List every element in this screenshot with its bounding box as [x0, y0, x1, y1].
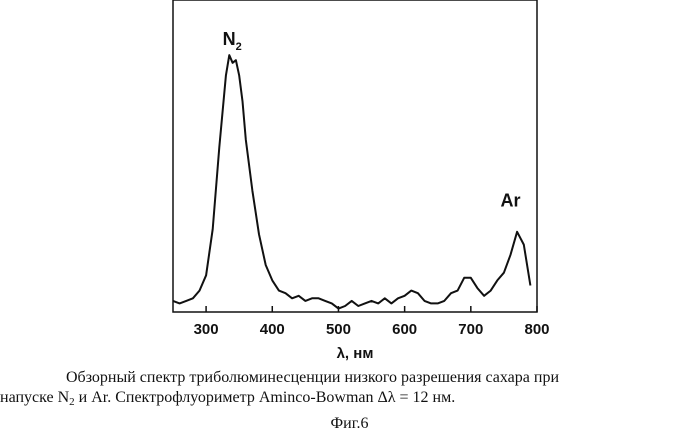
- x-tick-label-700: 700: [458, 321, 483, 338]
- caption-line2-pre: напуске N: [0, 389, 69, 406]
- annotation-0: N2: [223, 29, 242, 53]
- x-axis-ticks: [206, 306, 537, 312]
- figure-caption-line-1: Обзорный спектр триболюминесценции низко…: [0, 368, 699, 388]
- x-axis-title: λ, нм: [337, 345, 374, 362]
- peak-annotations: N2 Ar: [223, 29, 521, 210]
- x-tick-label-300: 300: [194, 321, 219, 338]
- figure-caption-line-2: напуске N2 и Ar. Спектрофлуориметр Aminc…: [0, 388, 699, 412]
- x-axis-tick-labels: 300 400 500 600 700 800: [194, 321, 550, 338]
- annotation-1: Ar: [501, 190, 521, 210]
- annotation-0-sub: 2: [236, 41, 242, 53]
- caption-line2-post: и Ar. Спектрофлуориметр Aminco-Bowman Δλ…: [75, 389, 456, 406]
- x-tick-label-500: 500: [326, 321, 351, 338]
- x-tick-label-600: 600: [392, 321, 417, 338]
- spectrum-chart: 300 400 500 600 700 800 λ, нм N2 Ar: [0, 0, 699, 370]
- x-tick-label-800: 800: [524, 321, 549, 338]
- x-tick-label-400: 400: [260, 321, 285, 338]
- spectrum-line: [173, 55, 530, 309]
- figure-label: Фиг.6: [0, 414, 699, 434]
